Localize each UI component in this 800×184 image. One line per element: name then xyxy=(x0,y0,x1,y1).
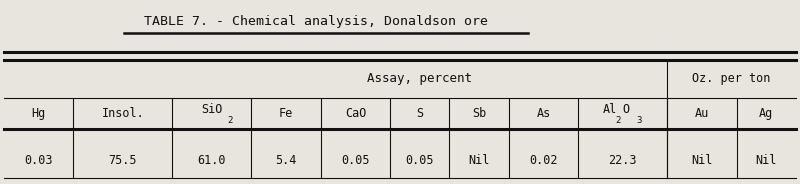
Text: CaO: CaO xyxy=(345,107,366,120)
Text: 0.02: 0.02 xyxy=(530,154,558,167)
Text: 0.05: 0.05 xyxy=(406,154,434,167)
Text: 61.0: 61.0 xyxy=(198,154,226,167)
Text: 5.4: 5.4 xyxy=(275,154,297,167)
Text: Nil: Nil xyxy=(756,154,777,167)
Text: As: As xyxy=(537,107,550,120)
Text: 0.05: 0.05 xyxy=(341,154,370,167)
Text: O: O xyxy=(622,103,630,116)
Text: Nil: Nil xyxy=(469,154,490,167)
Text: 0.03: 0.03 xyxy=(24,154,53,167)
Text: Sb: Sb xyxy=(472,107,486,120)
Text: Oz. per ton: Oz. per ton xyxy=(693,72,771,85)
Text: TABLE 7. - Chemical analysis, Donaldson ore: TABLE 7. - Chemical analysis, Donaldson … xyxy=(144,15,488,28)
Text: Au: Au xyxy=(695,107,709,120)
Text: Ag: Ag xyxy=(759,107,774,120)
Text: 2: 2 xyxy=(227,116,232,125)
Text: SiO: SiO xyxy=(202,103,222,116)
Text: Assay, percent: Assay, percent xyxy=(367,72,472,85)
Text: S: S xyxy=(416,107,423,120)
Text: Nil: Nil xyxy=(691,154,713,167)
Text: Al: Al xyxy=(602,103,617,116)
Text: Insol.: Insol. xyxy=(102,107,144,120)
Text: Fe: Fe xyxy=(279,107,294,120)
Text: Hg: Hg xyxy=(31,107,46,120)
Text: 75.5: 75.5 xyxy=(109,154,137,167)
Text: 22.3: 22.3 xyxy=(609,154,637,167)
Text: 2: 2 xyxy=(615,116,621,125)
Text: 3: 3 xyxy=(636,116,642,125)
